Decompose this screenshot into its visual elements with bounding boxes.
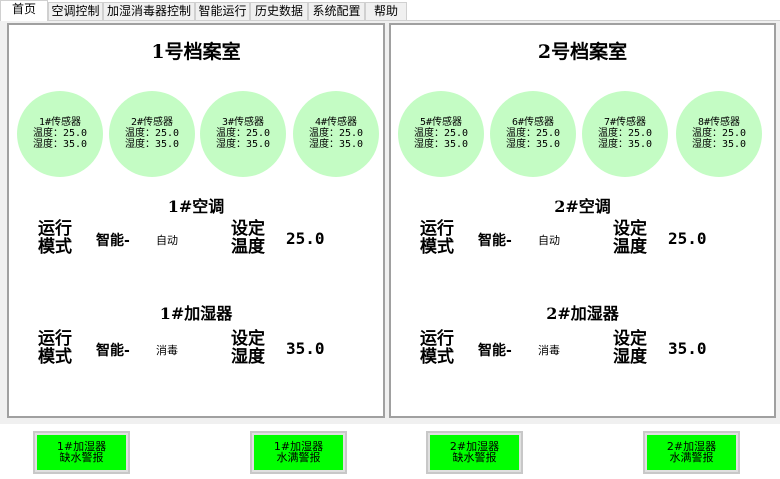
hum-title: 2#加湿器 (546, 304, 619, 323)
alarm-line2: 缺水警报 (452, 451, 497, 464)
sensor-indicator: 4#传感器 温度：25.0 湿度：35.0 (293, 91, 379, 177)
sensor-humidity: 湿度：35.0 (124, 139, 180, 150)
sensor-name: 5#传感器 (419, 117, 463, 128)
hum-mode-label: 运行 模式 (38, 329, 72, 367)
sensor-humidity: 湿度：35.0 (215, 139, 271, 150)
tab-bar: 首页 空调控制 加湿消毒器控制 智能运行 历史数据 系统配置 帮助 (0, 0, 780, 21)
sensor-temp: 温度：25.0 (413, 128, 469, 139)
alarm-line2: 缺水警报 (59, 451, 104, 464)
sensor-indicator: 5#传感器 温度：25.0 湿度：35.0 (398, 91, 484, 177)
alarm-1-water-full[interactable]: 1#加湿器 水满警报 (250, 431, 347, 474)
ac-setpoint-value[interactable]: 25.0 (668, 229, 707, 248)
tab-ac-control[interactable]: 空调控制 (48, 2, 103, 20)
sensor-name: 6#传感器 (511, 117, 555, 128)
ac-setpoint-value[interactable]: 25.0 (286, 229, 325, 248)
sensor-name: 3#传感器 (221, 117, 265, 128)
sensor-humidity: 湿度：35.0 (413, 139, 469, 150)
hum-mode-label: 运行 模式 (420, 329, 454, 367)
sensor-indicator: 1#传感器 温度：25.0 湿度：35.0 (17, 91, 103, 177)
sensor-humidity: 湿度：35.0 (597, 139, 653, 150)
ac-mode-value[interactable]: 自动 (538, 234, 560, 247)
sensor-name: 1#传感器 (38, 117, 82, 128)
ac-mode-value[interactable]: 自动 (156, 234, 178, 247)
hum-title: 1#加湿器 (159, 304, 233, 323)
sensor-humidity: 湿度：35.0 (32, 139, 88, 150)
tab-home[interactable]: 首页 (0, 0, 48, 21)
alarm-2-water-shortage[interactable]: 2#加湿器 缺水警报 (426, 431, 523, 474)
tab-history[interactable]: 历史数据 (250, 2, 308, 20)
hum-setpoint-value[interactable]: 35.0 (668, 339, 707, 358)
ac-mode: 智能- (478, 233, 512, 249)
tab-system-config[interactable]: 系统配置 (308, 2, 365, 20)
sensor-indicator: 6#传感器 温度：25.0 湿度：35.0 (490, 91, 576, 177)
ac-title: 1#空调 (167, 197, 225, 216)
alarm-line1: 1#加湿器 (273, 440, 324, 453)
sensor-indicator: 2#传感器 温度：25.0 湿度：35.0 (109, 91, 195, 177)
sensor-humidity: 湿度：35.0 (691, 139, 747, 150)
hum-setpoint-value[interactable]: 35.0 (286, 339, 325, 358)
hum-mode: 智能- (96, 343, 130, 359)
sensor-temp: 温度：25.0 (215, 128, 271, 139)
sensor-humidity: 湿度：35.0 (505, 139, 561, 150)
hum-setpoint-label: 设定 湿度 (613, 329, 647, 367)
ac-mode-label: 运行 模式 (420, 219, 454, 257)
ac-mode: 智能- (96, 233, 130, 249)
sensor-humidity: 湿度：35.0 (308, 139, 364, 150)
hum-mode: 智能- (478, 343, 512, 359)
room-title: 1号档案室 (151, 41, 241, 63)
ac-setpoint-label: 设定 温度 (231, 219, 265, 257)
tab-humidifier-control[interactable]: 加湿消毒器控制 (103, 2, 195, 20)
ac-mode-label: 运行 模式 (38, 219, 72, 257)
ac-setpoint-label: 设定 温度 (613, 219, 647, 257)
sensor-name: 2#传感器 (130, 117, 174, 128)
tab-smart-run[interactable]: 智能运行 (195, 2, 250, 20)
room-title: 2号档案室 (537, 41, 628, 63)
sensor-name: 8#传感器 (697, 117, 741, 128)
sensor-temp: 温度：25.0 (308, 128, 364, 139)
tab-help[interactable]: 帮助 (365, 2, 407, 20)
sensor-temp: 温度：25.0 (597, 128, 653, 139)
sensor-name: 4#传感器 (314, 117, 358, 128)
ac-title: 2#空调 (554, 197, 611, 216)
alarm-line1: 1#加湿器 (56, 440, 107, 453)
sensor-temp: 温度：25.0 (124, 128, 180, 139)
alarm-line2: 水满警报 (276, 451, 321, 464)
sensor-indicator: 8#传感器 温度：25.0 湿度：35.0 (676, 91, 762, 177)
sensor-temp: 温度：25.0 (32, 128, 88, 139)
alarm-2-water-full[interactable]: 2#加湿器 水满警报 (643, 431, 740, 474)
alarm-line2: 水满警报 (669, 451, 714, 464)
hum-mode-value[interactable]: 消毒 (538, 344, 560, 357)
sensor-temp: 温度：25.0 (505, 128, 561, 139)
alarm-line1: 2#加湿器 (666, 440, 717, 453)
sensor-indicator: 3#传感器 温度：25.0 湿度：35.0 (200, 91, 286, 177)
sensor-indicator: 7#传感器 温度：25.0 湿度：35.0 (582, 91, 668, 177)
alarm-1-water-shortage[interactable]: 1#加湿器 缺水警报 (33, 431, 130, 474)
hum-setpoint-label: 设定 湿度 (231, 329, 265, 367)
room-panel-1: 1号档案室 1#传感器 温度：25.0 湿度：35.0 2#传感器 温度：25.… (7, 23, 385, 418)
room-panel-2: 2号档案室 5#传感器 温度：25.0 湿度：35.0 6#传感器 温度：25.… (389, 23, 776, 418)
alarm-line1: 2#加湿器 (449, 440, 500, 453)
sensor-name: 7#传感器 (603, 117, 647, 128)
hum-mode-value[interactable]: 消毒 (156, 344, 178, 357)
sensor-temp: 温度：25.0 (691, 128, 747, 139)
